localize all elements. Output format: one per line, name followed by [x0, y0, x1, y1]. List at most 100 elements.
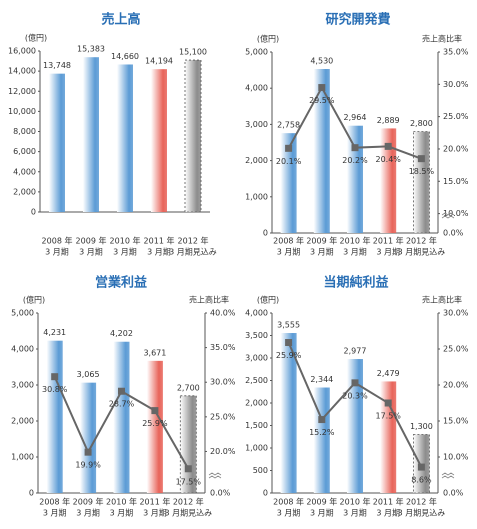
ratio-marker [318, 416, 326, 424]
x-tick-label: 3 月期 [143, 509, 167, 518]
x-tick-label: 3 月期見込み [164, 509, 212, 518]
bar [151, 69, 167, 212]
y-tick-label: 6,000 [13, 147, 36, 156]
x-tick-label: 2009 年 [76, 236, 107, 246]
y-tick-label: 1,000 [11, 453, 34, 462]
y-unit: (億円) [23, 295, 45, 305]
y-tick-label: 1,000 [245, 192, 268, 201]
ratio-value-label: 18.5% [409, 167, 435, 176]
x-tick-label: 3 月期見込み [398, 509, 446, 518]
x-tick-label: 3 月期 [277, 509, 301, 518]
ratio-marker [351, 144, 359, 152]
ratio-marker [285, 144, 293, 152]
y-tick-label: 2,000 [11, 417, 34, 426]
x-tick-label: 3 月期 [343, 509, 367, 518]
bar [184, 59, 202, 213]
bar-value-label: 3,555 [277, 321, 300, 330]
y2-tick-label: 35.0% [443, 48, 469, 57]
y-tick-label: 12,000 [8, 87, 36, 96]
ratio-marker [118, 387, 125, 395]
bar-value-label: 4,530 [310, 57, 333, 66]
y2-tick-label: 20.0% [443, 144, 469, 153]
ratio-value-label: 30.8% [42, 385, 68, 394]
x-tick-label: 2008 年 [42, 236, 73, 246]
bar [146, 360, 163, 493]
bar [380, 381, 397, 493]
ratio-value-label: 15.2% [309, 428, 335, 437]
x-tick-label: 2009 年 [306, 497, 337, 507]
y2-tick-label: 30.0% [443, 309, 469, 318]
bar [280, 333, 297, 493]
bar-value-label: 2,479 [377, 369, 400, 378]
y2-tick-label: 25.0% [210, 412, 236, 421]
y2-tick-label: 40.0% [210, 309, 236, 318]
bar-value-label: 2,344 [310, 375, 333, 384]
x-tick-label: 3 月期 [43, 509, 67, 518]
y-tick-label: 1,500 [245, 421, 268, 430]
x-tick-label: 2010 年 [110, 236, 141, 246]
y2-break-label: 0.0% [443, 489, 464, 498]
y-tick-label: 2,000 [245, 156, 268, 165]
y2-tick-label: 15.0% [443, 417, 469, 426]
bar [113, 341, 130, 493]
x-tick-label: 3 月期見込み [398, 248, 446, 257]
x-tick-label: 3 月期 [376, 248, 400, 257]
bar [313, 69, 330, 233]
x-tick-label: 2008 年 [273, 497, 304, 507]
bar [46, 340, 63, 493]
x-tick-label: 2012 年 [178, 236, 209, 246]
bar [347, 359, 363, 493]
bar-value-label: 1,300 [410, 422, 433, 431]
x-tick-label: 2011 年 [139, 497, 170, 507]
ratio-marker [318, 84, 326, 92]
y-tick-label: 5,000 [245, 48, 268, 57]
y-unit: (億円) [257, 295, 279, 305]
bar [83, 57, 99, 213]
x-tick-label: 3 月期 [79, 248, 103, 257]
bar-value-label: 2,977 [344, 347, 367, 356]
bar [412, 131, 430, 234]
bar-value-label: 15,100 [179, 48, 207, 57]
ratio-marker [184, 465, 192, 473]
ratio-marker [84, 448, 92, 456]
bar-value-label: 2,700 [177, 383, 200, 392]
ratio-marker [351, 379, 359, 387]
x-tick-label: 3 月期 [76, 509, 100, 518]
x-tick-label: 3 月期 [277, 248, 301, 257]
bar [380, 128, 397, 233]
x-tick-label: 3 月期 [110, 509, 134, 518]
y-tick-label: 10,000 [8, 107, 36, 116]
ratio-value-label: 17.5% [375, 412, 401, 421]
bar-value-label: 2,889 [377, 116, 400, 125]
x-tick-label: 2011 年 [373, 236, 404, 246]
y-tick-label: 4,000 [245, 309, 268, 318]
y-tick-label: 16,000 [8, 47, 36, 56]
y-tick-label: 2,500 [245, 376, 268, 385]
bar [313, 387, 330, 493]
ratio-marker [51, 373, 59, 381]
y-tick-label: 0 [31, 208, 36, 217]
chart-title: 研究開発費 [325, 12, 390, 28]
bar-value-label: 13,748 [43, 61, 71, 70]
y-tick-label: 1,000 [245, 444, 268, 453]
x-tick-label: 2010 年 [106, 497, 137, 507]
y2-tick-label: 10.0% [443, 209, 469, 218]
ratio-value-label: 25.9% [276, 351, 302, 360]
ratio-value-label: 17.5% [176, 477, 202, 486]
y-unit: (億円) [25, 33, 47, 43]
x-tick-label: 3 月期 [310, 248, 334, 257]
y2-break-label: 0.0% [443, 229, 464, 238]
y2-tick-label: 30.0% [210, 378, 236, 387]
y-tick-label: 3,500 [245, 331, 268, 340]
y2-tick-label: 20.0% [210, 447, 236, 456]
bar-value-label: 15,383 [77, 45, 105, 54]
y-tick-label: 4,000 [245, 84, 268, 93]
bar-value-label: 2,800 [410, 119, 433, 128]
ratio-value-label: 8.6% [411, 476, 432, 485]
x-tick-label: 2008 年 [273, 236, 304, 246]
y2-tick-label: 35.0% [210, 343, 236, 352]
y-tick-label: 4,000 [13, 167, 36, 176]
bar-value-label: 2,964 [344, 113, 367, 122]
y2-title: 売上高比率 [422, 34, 462, 44]
y2-break-label: 0.0% [210, 489, 231, 498]
